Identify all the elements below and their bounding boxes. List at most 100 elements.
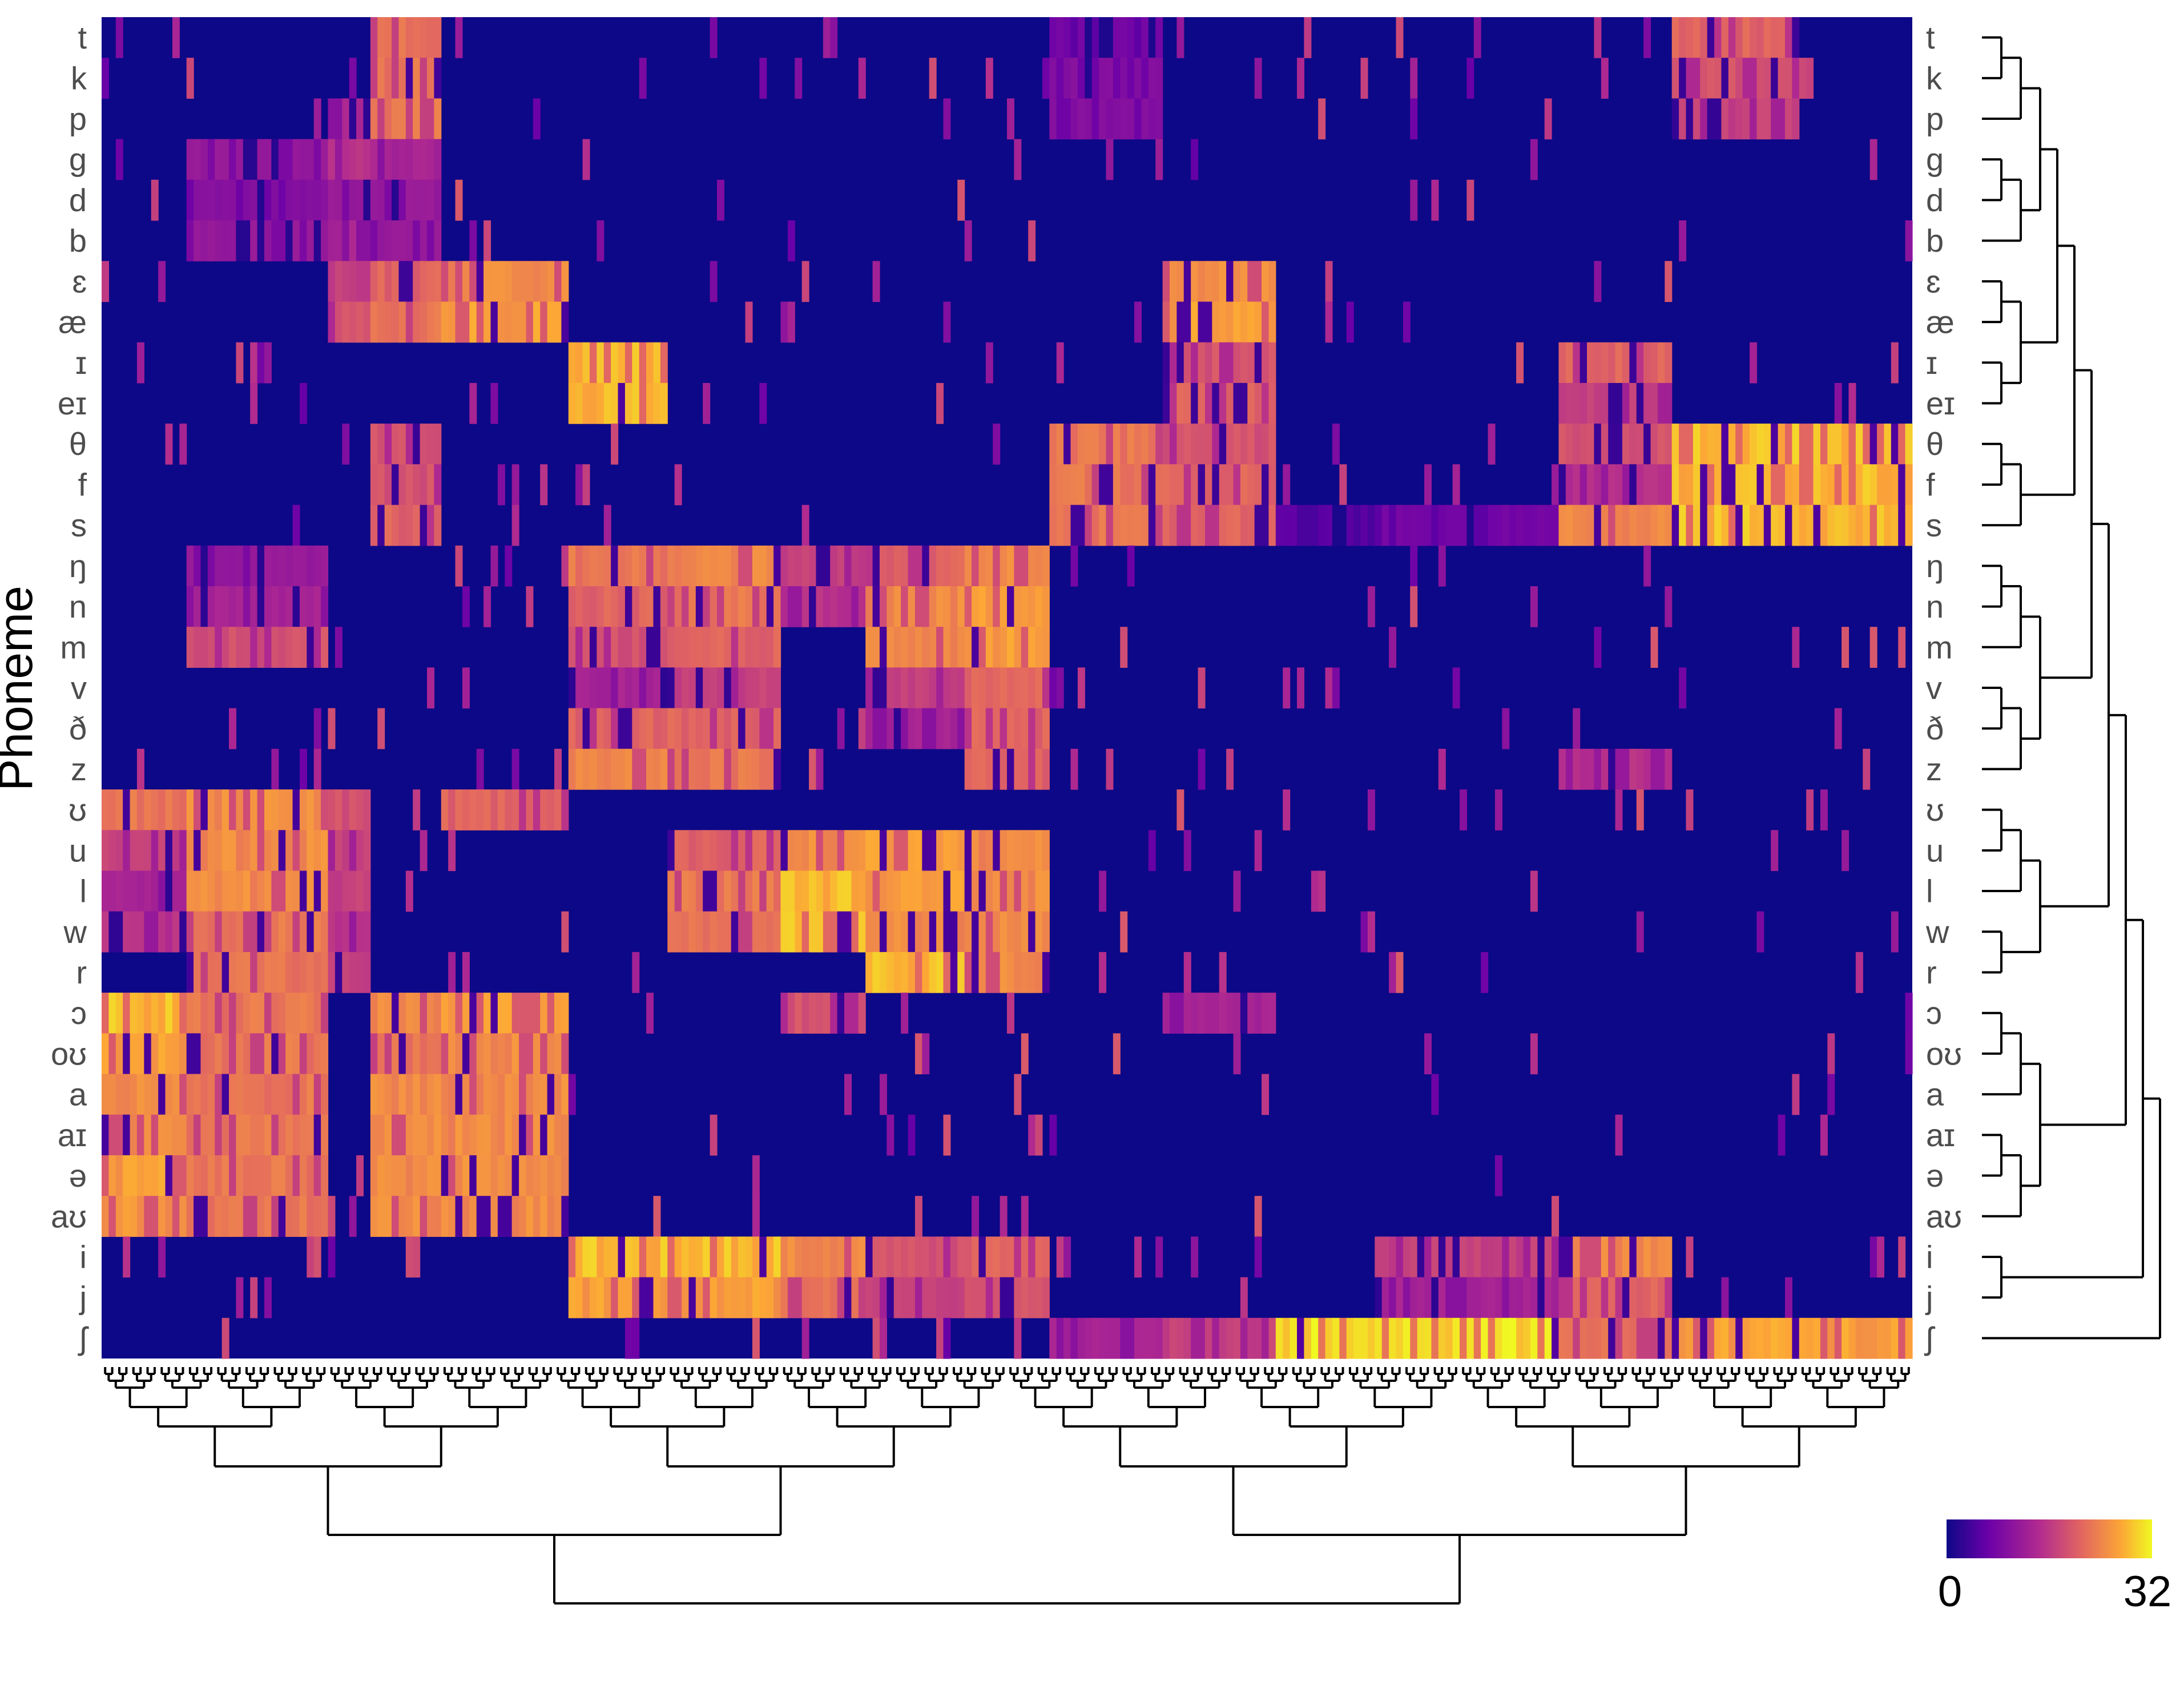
heatmap-cell (130, 911, 138, 953)
heatmap-cell (519, 301, 527, 343)
heatmap-cell (887, 708, 894, 749)
heatmap-cell (639, 342, 647, 384)
heatmap-cell (1204, 342, 1212, 384)
heatmap-cell (1176, 17, 1184, 58)
heatmap-cell (307, 952, 315, 993)
heatmap-cell (398, 179, 406, 221)
heatmap-cell (646, 708, 654, 749)
heatmap-cell (816, 1277, 824, 1319)
heatmap-cell (420, 1074, 428, 1115)
heatmap-cell (1375, 1236, 1383, 1278)
heatmap-cell (307, 179, 315, 221)
heatmap-cell (123, 1074, 131, 1115)
heatmap-cell (1042, 545, 1050, 587)
heatmap-cell (1827, 505, 1835, 546)
heatmap-cell (136, 1033, 144, 1075)
heatmap-cell (1778, 98, 1786, 140)
heatmap-cell (271, 220, 279, 261)
heatmap-cell (1056, 1317, 1064, 1359)
heatmap-cell (985, 586, 993, 627)
heatmap-cell (575, 627, 583, 668)
heatmap-cell (229, 830, 237, 872)
heatmap-cell (710, 708, 718, 749)
heatmap-cell (1417, 1277, 1425, 1319)
heatmap-cell (243, 870, 251, 912)
heatmap-cell (172, 911, 180, 953)
heatmap-cell (773, 830, 781, 872)
heatmap-cell (830, 1277, 838, 1319)
heatmap-cell (1665, 1277, 1673, 1319)
heatmap-cell (370, 58, 378, 99)
heatmap-cell (511, 789, 519, 831)
heatmap-cell (1665, 464, 1673, 506)
heatmap-cell (264, 1196, 272, 1237)
heatmap-cell (1262, 1317, 1270, 1359)
heatmap-cell (653, 342, 661, 384)
heatmap-cell (632, 952, 640, 993)
heatmap-cell (1169, 993, 1177, 1034)
heatmap-cell (229, 708, 237, 749)
heatmap-cell (1191, 464, 1199, 506)
heatmap-cell (483, 1074, 491, 1115)
row-label: n (69, 588, 87, 624)
heatmap-cell (342, 179, 350, 221)
heatmap-cell (1502, 1317, 1510, 1359)
heatmap-cell (278, 830, 286, 872)
heatmap-cell (731, 1236, 739, 1278)
colorbar-gradient (1947, 1519, 2152, 1558)
heatmap-cell (731, 911, 739, 953)
heatmap-cell (1707, 1317, 1715, 1359)
heatmap-cell (1014, 748, 1022, 790)
heatmap-cell (377, 58, 385, 99)
heatmap-cell (1233, 464, 1241, 506)
heatmap-cell (1035, 586, 1043, 627)
heatmap-cell (1035, 667, 1043, 709)
heatmap-cell (363, 830, 371, 872)
heatmap-cell (554, 1196, 562, 1237)
heatmap-cell (547, 1196, 555, 1237)
heatmap-cell (299, 911, 307, 953)
heatmap-cell (1375, 505, 1383, 546)
heatmap-cell (1608, 1236, 1616, 1278)
heatmap-cell (1742, 17, 1750, 58)
heatmap-cell (1191, 139, 1199, 180)
heatmap-cell (1877, 1236, 1885, 1278)
heatmap-cell (1806, 1317, 1814, 1359)
heatmap-cell (801, 1277, 809, 1319)
heatmap-cell (1311, 1317, 1319, 1359)
heatmap-cell (745, 1277, 753, 1319)
heatmap-cell (611, 667, 619, 709)
heatmap-cell (1700, 464, 1708, 506)
heatmap-cell (809, 1277, 817, 1319)
heatmap-cell (165, 993, 173, 1034)
heatmap-cell (236, 220, 244, 261)
heatmap-cell (257, 1074, 265, 1115)
heatmap-cell (151, 1155, 159, 1196)
heatmap-cell (1460, 505, 1467, 546)
heatmap-cell (1014, 139, 1022, 180)
heatmap-cell (865, 870, 873, 912)
heatmap-cell (1219, 1317, 1227, 1359)
heatmap-cell (611, 342, 619, 384)
heatmap-cell (1268, 993, 1276, 1034)
heatmap-cell (313, 98, 321, 140)
heatmap-cell (1049, 58, 1057, 99)
heatmap-cell (1417, 505, 1425, 546)
heatmap-cell (236, 1277, 244, 1319)
heatmap-cell (809, 1236, 817, 1278)
heatmap-cell (582, 708, 590, 749)
heatmap-cell (328, 220, 336, 261)
heatmap-cell (759, 830, 767, 872)
heatmap-cell (1792, 17, 1800, 58)
heatmap-cell (568, 1277, 576, 1319)
heatmap-cell (136, 748, 144, 790)
heatmap-cell (1070, 1317, 1078, 1359)
heatmap-cell (887, 870, 894, 912)
heatmap-cell (321, 1114, 329, 1156)
row-label: ə (69, 1158, 87, 1194)
heatmap-cell (102, 261, 109, 303)
heatmap-cell (307, 911, 315, 953)
heatmap-cell (582, 545, 590, 587)
heatmap-cell (158, 1074, 166, 1115)
